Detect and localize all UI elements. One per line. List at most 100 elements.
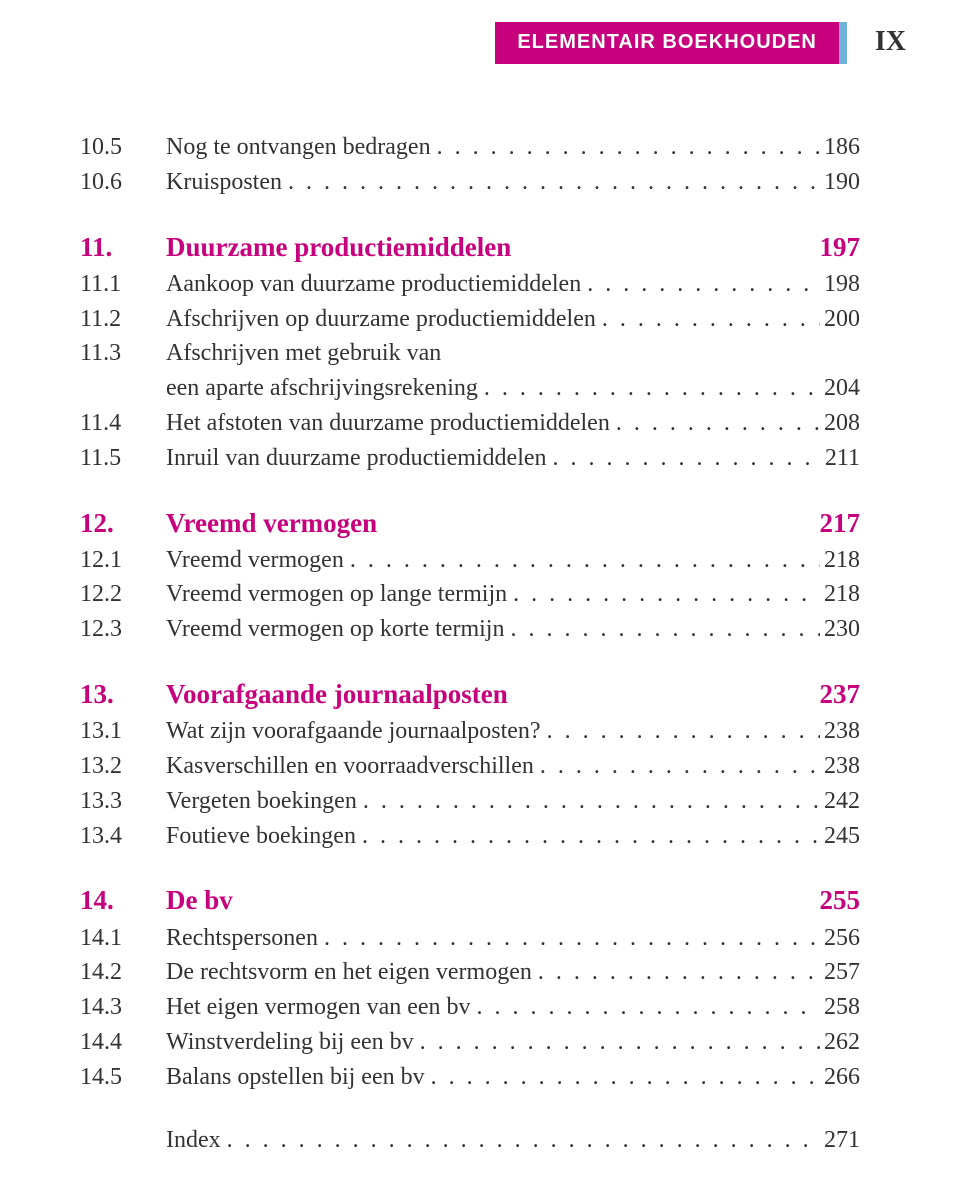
- toc-entry: 13.2 Kasverschillen en voorraadverschill…: [80, 749, 860, 784]
- toc-leader-dots: [416, 1025, 820, 1060]
- toc-chapter: 12. Vreemd vermogen 217: [80, 504, 860, 543]
- toc-leader-dots: [320, 921, 820, 956]
- toc-leader-dots: [358, 819, 820, 854]
- toc-leader-dots: [284, 165, 820, 200]
- toc-entry-page: 208: [820, 406, 860, 441]
- toc-entry-title: Inruil van duurzame productiemiddelen: [166, 441, 549, 476]
- toc-leader-dots: [480, 371, 820, 406]
- toc-entry-page: 238: [820, 714, 860, 749]
- toc-chapter: 13. Voorafgaande journaalposten 237: [80, 675, 860, 714]
- toc-entry-title: Foutieve boekingen: [166, 819, 358, 854]
- toc-leader-dots: [433, 130, 820, 165]
- toc-entry: 14.4 Winstverdeling bij een bv 262: [80, 1025, 860, 1060]
- toc-leader-dots: [612, 406, 820, 441]
- toc-entry-title-cont: een aparte afschrijvingsrekening: [166, 371, 480, 406]
- toc-entry-page: 198: [820, 267, 860, 302]
- toc-leader-dots: [506, 612, 820, 647]
- toc-entry-title: Het eigen vermogen van een bv: [166, 990, 473, 1025]
- toc-entry-num: 12.1: [80, 543, 166, 578]
- toc-entry: 14.1 Rechtspersonen 256: [80, 921, 860, 956]
- toc-entry-title: Vreemd vermogen op lange termijn: [166, 577, 509, 612]
- toc-leader-dots: [534, 955, 820, 990]
- toc-entry-page: 211: [821, 441, 860, 476]
- toc-entry-title: Wat zijn voorafgaande journaalposten?: [166, 714, 543, 749]
- toc-entry: 11.4 Het afstoten van duurzame productie…: [80, 406, 860, 441]
- toc-entry-title: Balans opstellen bij een bv: [166, 1060, 427, 1095]
- toc-entry-page: 190: [820, 165, 860, 200]
- toc-entry: 11.1 Aankoop van duurzame productiemidde…: [80, 267, 860, 302]
- toc-entry-num: 11.5: [80, 441, 166, 476]
- toc-entry: 13.3 Vergeten boekingen 242: [80, 784, 860, 819]
- toc-entry-num: 10.5: [80, 130, 166, 165]
- toc-entry-page: 238: [820, 749, 860, 784]
- toc-entry-num: 12.3: [80, 612, 166, 647]
- toc-entry: 12.2 Vreemd vermogen op lange termijn 21…: [80, 577, 860, 612]
- toc-chapter-num: 12.: [80, 504, 166, 543]
- toc-entry-num: 14.5: [80, 1060, 166, 1095]
- toc-chapter-title: Vreemd vermogen: [166, 504, 816, 543]
- toc-entry-page: 258: [820, 990, 860, 1025]
- toc-section: Index 271: [80, 1123, 860, 1158]
- toc-entry-index: Index 271: [80, 1123, 860, 1158]
- toc-leader-dots: [427, 1060, 820, 1095]
- toc-entry-continuation: een aparte afschrijvingsrekening 204: [80, 371, 860, 406]
- toc-leader-dots: [598, 302, 820, 337]
- toc-entry: 10.5 Nog te ontvangen bedragen 186: [80, 130, 860, 165]
- toc-entry-page: 186: [820, 130, 860, 165]
- page-number-roman: IX: [847, 22, 906, 64]
- toc-section: 13. Voorafgaande journaalposten 237 13.1…: [80, 675, 860, 853]
- toc-leader-dots: [223, 1123, 820, 1158]
- toc-entry-page: 256: [820, 921, 860, 956]
- header-stripe: [839, 22, 847, 64]
- toc-entry-title: Rechtspersonen: [166, 921, 320, 956]
- toc-entry-title: Kasverschillen en voorraadverschillen: [166, 749, 536, 784]
- toc-entry: 11.3 Afschrijven met gebruik van: [80, 336, 860, 371]
- toc-entry-num: 11.4: [80, 406, 166, 441]
- toc-entry-page: 204: [820, 371, 860, 406]
- toc-entry-title: Vreemd vermogen: [166, 543, 346, 578]
- toc-entry-title: Het afstoten van duurzame productiemidde…: [166, 406, 612, 441]
- running-header: ELEMENTAIR BOEKHOUDEN IX: [495, 22, 906, 64]
- toc-entry: 14.3 Het eigen vermogen van een bv 258: [80, 990, 860, 1025]
- toc-leader-dots: [543, 714, 820, 749]
- toc-chapter-title: De bv: [166, 881, 816, 920]
- toc-entry: 14.5 Balans opstellen bij een bv 266: [80, 1060, 860, 1095]
- toc-entry-num: 11.2: [80, 302, 166, 337]
- toc-chapter-page: 217: [816, 504, 861, 543]
- toc-chapter-title: Voorafgaande journaalposten: [166, 675, 816, 714]
- toc-entry-title: Afschrijven op duurzame productiemiddele…: [166, 302, 598, 337]
- toc-entry-title: Winstverdeling bij een bv: [166, 1025, 416, 1060]
- toc-entry-page: 218: [820, 543, 860, 578]
- toc-entry-num: 13.4: [80, 819, 166, 854]
- toc-entry-num: 12.2: [80, 577, 166, 612]
- toc-entry: 14.2 De rechtsvorm en het eigen vermogen…: [80, 955, 860, 990]
- toc-section: 10.5 Nog te ontvangen bedragen 186 10.6 …: [80, 130, 860, 200]
- toc-entry-title: Nog te ontvangen bedragen: [166, 130, 433, 165]
- toc-entry-page: 266: [820, 1060, 860, 1095]
- toc-section: 11. Duurzame productiemiddelen 197 11.1 …: [80, 228, 860, 476]
- toc-entry-page: 271: [820, 1123, 860, 1158]
- toc-chapter-title: Duurzame productiemiddelen: [166, 228, 816, 267]
- toc-entry-title: Aankoop van duurzame productiemiddelen: [166, 267, 583, 302]
- toc-entry-page: 200: [820, 302, 860, 337]
- toc-entry-title: Vergeten boekingen: [166, 784, 359, 819]
- toc-leader-dots: [549, 441, 821, 476]
- toc-entry-title: Vreemd vermogen op korte termijn: [166, 612, 506, 647]
- toc-entry-num: 11.1: [80, 267, 166, 302]
- toc-section: 12. Vreemd vermogen 217 12.1 Vreemd verm…: [80, 504, 860, 648]
- toc-chapter-num: 13.: [80, 675, 166, 714]
- toc-leader-dots: [536, 749, 820, 784]
- toc-entry-page: 230: [820, 612, 860, 647]
- toc-entry-num: 14.1: [80, 921, 166, 956]
- toc-entry: 11.2 Afschrijven op duurzame productiemi…: [80, 302, 860, 337]
- toc-entry-num: 14.3: [80, 990, 166, 1025]
- toc-entry-num: 13.1: [80, 714, 166, 749]
- toc-entry-page: 245: [820, 819, 860, 854]
- toc-chapter-page: 197: [816, 228, 861, 267]
- toc-leader-dots: [346, 543, 820, 578]
- toc-entry-num: 14.2: [80, 955, 166, 990]
- toc-section: 14. De bv 255 14.1 Rechtspersonen 256 14…: [80, 881, 860, 1094]
- toc-chapter: 11. Duurzame productiemiddelen 197: [80, 228, 860, 267]
- toc-entry: 11.5 Inruil van duurzame productiemiddel…: [80, 441, 860, 476]
- toc-entry: 13.1 Wat zijn voorafgaande journaalposte…: [80, 714, 860, 749]
